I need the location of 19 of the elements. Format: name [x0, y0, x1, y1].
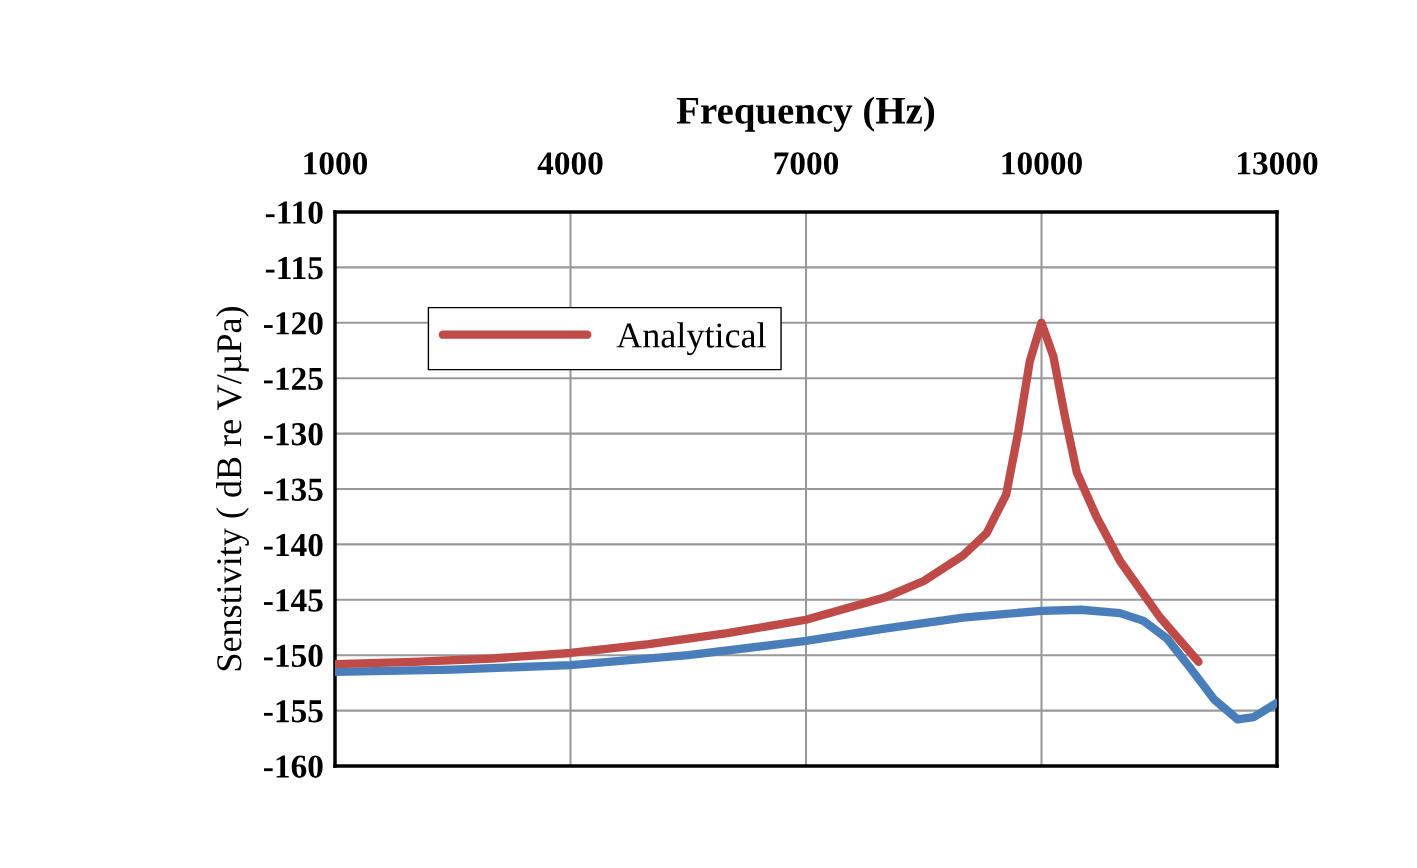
- x-tick-label: 13000: [1238, 152, 1318, 175]
- y-tick-label: -120: [264, 312, 323, 335]
- x-axis-title: Frequency (Hz): [676, 96, 935, 132]
- y-tick-label: -155: [264, 700, 323, 723]
- y-tick-label: -140: [264, 533, 323, 557]
- y-tick-label: -130: [264, 423, 323, 446]
- x-tick-label: 1000: [304, 152, 368, 175]
- x-tick-label: 10000: [1002, 152, 1082, 175]
- y-tick-label: -135: [264, 478, 323, 501]
- y-tick-label: -110: [265, 201, 323, 224]
- y-tick-label: -150: [264, 644, 323, 668]
- y-axis-title: Senstivity ( dB re V/µPa): [216, 306, 249, 671]
- y-tick-label: -160: [264, 755, 323, 778]
- y-tick-label: -125: [264, 367, 323, 391]
- y-tick-label: -115: [265, 256, 323, 280]
- y-tick-label: -145: [264, 589, 323, 612]
- legend-label: Analytical: [616, 322, 766, 356]
- x-tick-label: 4000: [537, 152, 603, 175]
- x-tick-label: 7000: [774, 152, 839, 175]
